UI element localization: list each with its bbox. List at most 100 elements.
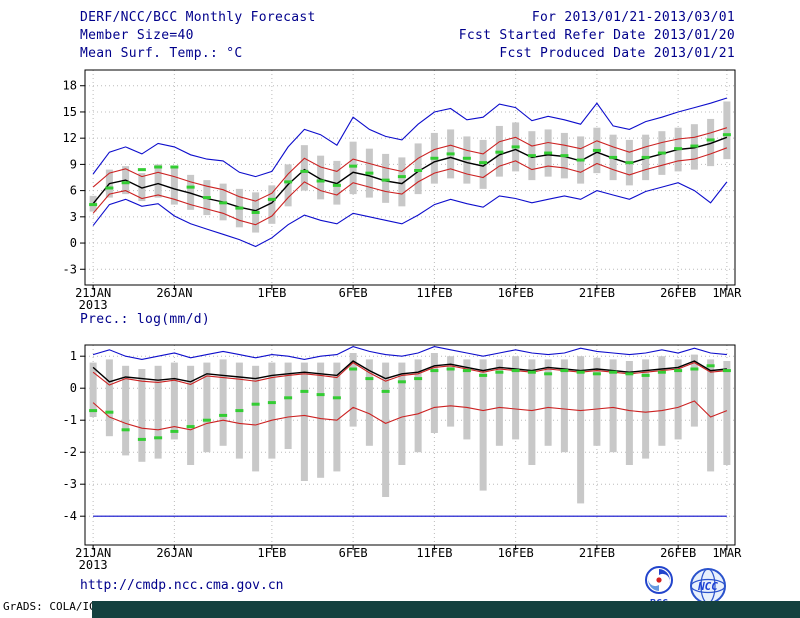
precipitation-chart: -4 -3 -2 -1 0 1 21JAN 26JAN 1FEB 6FEB 11FEB 16FEB 21… — [63, 344, 742, 572]
ensemble-spread-bar — [317, 362, 325, 478]
y-tick-label: 18 — [63, 79, 77, 93]
ensemble-spread-bar — [154, 164, 162, 198]
x-tick-label: 21JAN — [75, 546, 111, 560]
ensemble-mean-line — [92, 136, 728, 212]
plot-border — [84, 69, 736, 286]
ensemble-spread-bar — [154, 365, 162, 459]
y-tick-label: 6 — [70, 184, 77, 198]
ensemble-spread-bar — [674, 359, 682, 440]
ensemble-spread-bar — [300, 362, 308, 481]
ensemble-spread-bar — [512, 356, 520, 440]
y-tick-label: 0 — [70, 381, 77, 395]
y-tick-label: -4 — [63, 509, 77, 523]
ensemble-spread-bar — [544, 359, 552, 446]
ensemble-spread-bar — [528, 359, 536, 465]
ensemble-spread-bar — [333, 160, 341, 205]
ensemble-spread-bar — [382, 362, 390, 497]
x-tick-label: 6FEB — [339, 546, 368, 560]
prec-panel-label: Prec.: log(mm/d) — [80, 312, 211, 327]
x-tick-label: 26FEB — [660, 546, 696, 560]
ensemble-spread-bar — [252, 365, 260, 472]
ensemble-spread-bar — [414, 359, 422, 453]
y-tick-label: -3 — [63, 262, 77, 276]
forecast-date-range: For 2013/01/21-2013/03/01 — [531, 10, 735, 25]
lower-quartile-line — [92, 147, 728, 226]
y-tick-label: 0 — [70, 236, 77, 250]
ncc-logo-label: NCC — [697, 580, 718, 593]
ensemble-spread-bar — [219, 359, 227, 446]
y-tick-label: -1 — [63, 413, 77, 427]
fcst-produced-label: Fcst Produced Date 2013/01/21 — [499, 46, 735, 61]
ensemble-spread-bar — [625, 361, 633, 465]
ensemble-spread-bar — [138, 369, 146, 462]
x-tick-label: 21FEB — [579, 286, 615, 300]
ensemble-spread-bar — [105, 359, 113, 437]
x-tick-label: 16FEB — [498, 546, 534, 560]
bcc-logo-swirl2 — [648, 576, 659, 591]
ensemble-spread-bar — [447, 356, 455, 427]
ensemble-spread-bar — [414, 143, 422, 195]
ensemble-spread-bar — [577, 356, 585, 504]
ensemble-spread-bar — [333, 362, 341, 472]
x-tick-label: 1MAR — [712, 546, 742, 560]
x-tick-label: 21JAN — [75, 286, 111, 300]
ensemble-mean-line — [92, 360, 727, 383]
bcc-logo-swirl — [659, 569, 670, 584]
ensemble-spread-bar — [170, 362, 178, 440]
x-year-label: 2013 — [79, 298, 108, 312]
x-tick-label: 21FEB — [579, 546, 615, 560]
ensemble-spread-bar — [365, 359, 373, 446]
ensemble-spread-bar — [203, 362, 211, 453]
ensemble-spread-bar — [707, 118, 715, 167]
website-url: http://cmdp.ncc.cma.gov.cn — [80, 578, 284, 593]
ncc-logo: NCC — [690, 568, 726, 604]
bcc-logo-dot — [656, 577, 662, 583]
ensemble-spread-bar — [300, 145, 308, 191]
ensemble-spread-bar — [609, 359, 617, 453]
ensemble-max-line — [92, 346, 727, 360]
plot-border — [84, 344, 736, 546]
ensemble-spread-bar — [170, 167, 178, 205]
ensemble-spread-bar — [723, 361, 731, 465]
bcc-logo-ring — [645, 566, 673, 594]
ensemble-min-line — [92, 181, 728, 248]
ensemble-spread-bar — [430, 353, 438, 433]
ensemble-spread-bar — [658, 356, 666, 446]
x-tick-label: 6FEB — [339, 286, 368, 300]
x-tick-label: 11FEB — [416, 286, 452, 300]
y-tick-label: 3 — [70, 210, 77, 224]
ensemble-spread-bar — [138, 173, 146, 202]
page-title: DERF/NCC/BCC Monthly Forecast — [80, 10, 316, 25]
ensemble-spread-bar — [560, 359, 568, 453]
x-tick-label: 16FEB — [498, 286, 534, 300]
ensemble-spread-bar — [642, 359, 650, 459]
ensemble-spread-bar — [707, 359, 715, 472]
ensemble-spread-bar — [349, 353, 357, 427]
ensemble-spread-bar — [690, 354, 698, 427]
ensemble-spread-bar — [89, 362, 97, 417]
ensemble-max-line — [92, 97, 728, 178]
member-size-label: Member Size=40 — [80, 28, 194, 43]
x-tick-label: 26JAN — [156, 546, 192, 560]
fcst-started-label: Fcst Started Refer Date 2013/01/20 — [458, 28, 735, 43]
x-tick-label: 1FEB — [257, 286, 286, 300]
x-year-label: 2013 — [79, 558, 108, 572]
ensemble-spread-bar — [495, 359, 503, 446]
ensemble-spread-bar — [284, 362, 292, 449]
ensemble-spread-bar — [122, 365, 130, 456]
y-tick-label: 12 — [63, 131, 77, 145]
x-tick-label: 11FEB — [416, 546, 452, 560]
taskbar-strip — [92, 601, 800, 618]
upper-quartile-line — [92, 361, 727, 386]
upper-quartile-line — [92, 127, 728, 202]
ensemble-spread-bar — [593, 357, 601, 446]
y-tick-label: 1 — [70, 349, 77, 363]
ensemble-spread-bar — [463, 136, 471, 184]
x-tick-label: 26FEB — [660, 286, 696, 300]
ncc-logo-parallel — [690, 578, 726, 594]
ensemble-spread-bar — [479, 359, 487, 491]
x-tick-label: 1FEB — [257, 546, 286, 560]
ensemble-spread-bar — [398, 157, 406, 207]
lower-quartile-line — [92, 400, 728, 431]
